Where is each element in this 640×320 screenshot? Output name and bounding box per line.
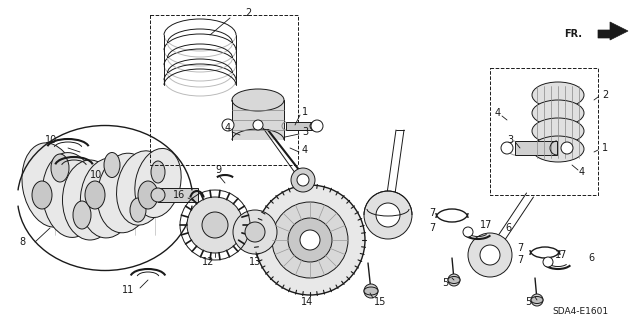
Text: 11: 11: [122, 285, 134, 295]
Circle shape: [311, 120, 323, 132]
Circle shape: [202, 212, 228, 238]
Text: 4: 4: [302, 145, 308, 155]
Text: SDA4-E1601: SDA4-E1601: [552, 308, 608, 316]
Text: 16: 16: [173, 190, 185, 200]
Circle shape: [187, 197, 243, 253]
Ellipse shape: [151, 188, 165, 202]
Text: 9: 9: [215, 165, 221, 175]
Text: FR.: FR.: [564, 29, 582, 39]
Circle shape: [233, 210, 277, 254]
Circle shape: [253, 120, 263, 130]
Bar: [515, 141, 557, 155]
Bar: [490, 68, 598, 195]
Ellipse shape: [63, 160, 118, 240]
Circle shape: [255, 185, 365, 295]
Text: 13: 13: [249, 257, 261, 267]
Text: 2: 2: [245, 8, 251, 18]
Circle shape: [245, 222, 265, 242]
Circle shape: [501, 142, 513, 154]
Circle shape: [297, 174, 309, 186]
Bar: [150, 15, 298, 165]
Text: 2: 2: [602, 90, 608, 100]
Ellipse shape: [73, 201, 91, 229]
Ellipse shape: [531, 297, 543, 303]
Ellipse shape: [51, 154, 69, 182]
Text: 10: 10: [45, 135, 57, 145]
Circle shape: [300, 230, 320, 250]
Polygon shape: [598, 22, 628, 40]
Ellipse shape: [81, 158, 136, 238]
Text: 6: 6: [588, 253, 594, 263]
Circle shape: [222, 119, 234, 131]
Text: 7: 7: [429, 223, 435, 233]
Ellipse shape: [532, 82, 584, 108]
Ellipse shape: [532, 100, 584, 126]
Circle shape: [468, 233, 512, 277]
Text: 4: 4: [579, 167, 585, 177]
Text: 5: 5: [525, 297, 531, 307]
Text: 4: 4: [225, 123, 231, 133]
Circle shape: [480, 245, 500, 265]
Text: 1: 1: [602, 143, 608, 153]
Ellipse shape: [448, 276, 460, 284]
Text: 4: 4: [495, 108, 501, 118]
Ellipse shape: [97, 153, 153, 233]
Text: 12: 12: [202, 257, 214, 267]
Ellipse shape: [135, 148, 181, 218]
Circle shape: [364, 191, 412, 239]
Text: 7: 7: [517, 255, 523, 265]
Circle shape: [288, 218, 332, 262]
Circle shape: [364, 284, 378, 298]
Text: 8: 8: [19, 237, 25, 247]
Ellipse shape: [104, 153, 120, 178]
Text: 3: 3: [507, 135, 513, 145]
Circle shape: [463, 227, 473, 237]
Text: 14: 14: [301, 297, 313, 307]
Circle shape: [291, 168, 315, 192]
Text: 6: 6: [505, 223, 511, 233]
Bar: [232, 100, 284, 140]
Ellipse shape: [85, 181, 105, 209]
Text: 17: 17: [480, 220, 492, 230]
Text: 1: 1: [302, 107, 308, 117]
Ellipse shape: [232, 89, 284, 111]
Text: 3: 3: [302, 127, 308, 137]
Ellipse shape: [32, 181, 52, 209]
Text: 10: 10: [90, 170, 102, 180]
Ellipse shape: [364, 287, 378, 295]
Circle shape: [272, 202, 348, 278]
Ellipse shape: [42, 153, 98, 237]
Text: 7: 7: [517, 243, 523, 253]
Ellipse shape: [22, 143, 78, 227]
Ellipse shape: [532, 118, 584, 144]
Text: 5: 5: [442, 278, 448, 288]
Text: 7: 7: [429, 208, 435, 218]
Circle shape: [448, 274, 460, 286]
Ellipse shape: [116, 151, 168, 225]
Circle shape: [376, 203, 400, 227]
Ellipse shape: [151, 161, 165, 183]
Text: 15: 15: [374, 297, 386, 307]
Circle shape: [543, 257, 553, 267]
Ellipse shape: [532, 136, 584, 162]
Ellipse shape: [130, 198, 146, 222]
Circle shape: [561, 142, 573, 154]
Bar: [158, 188, 198, 202]
Ellipse shape: [138, 181, 158, 209]
Bar: [286, 122, 314, 130]
Circle shape: [531, 294, 543, 306]
Text: 17: 17: [555, 250, 568, 260]
